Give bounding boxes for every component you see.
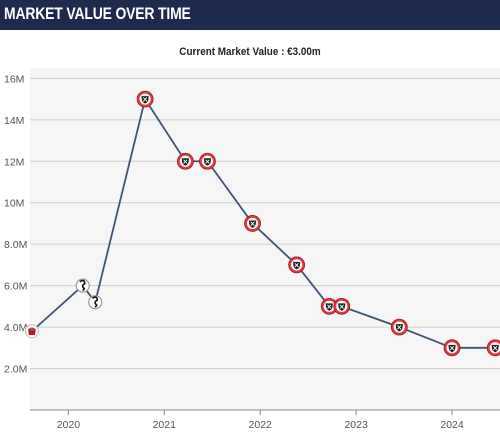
sheffield-united-crest-icon[interactable] — [199, 152, 216, 170]
grid-lines — [30, 77, 500, 370]
chart-subtitle: Current Market Value : €3.00m — [179, 46, 321, 58]
sheffield-united-crest-icon[interactable] — [443, 339, 461, 357]
x-tick-label: 2024 — [440, 419, 464, 431]
sheffield-united-crest-icon[interactable] — [244, 215, 261, 232]
y-tick-label: 10M — [4, 198, 24, 210]
y-tick-label: 4.0M — [4, 322, 27, 334]
sheffield-united-crest-icon[interactable] — [320, 297, 338, 315]
y-tick-label: 12M — [4, 156, 24, 168]
sheffield-united-crest-icon[interactable] — [390, 318, 408, 336]
x-tick-label: 2021 — [153, 419, 177, 431]
y-tick-label: 6.0M — [4, 281, 27, 293]
y-tick-label: 2.0M — [4, 364, 27, 376]
sheffield-united-crest-icon[interactable] — [136, 90, 154, 108]
sheffield-united-crest-icon[interactable] — [486, 339, 500, 357]
sheffield-united-crest-icon[interactable] — [333, 297, 351, 315]
swansea-crest-icon[interactable] — [88, 295, 103, 310]
x-tick-label: 2022 — [249, 419, 273, 431]
y-tick-label: 16M — [4, 73, 24, 85]
plot-area — [30, 68, 500, 410]
y-axis: 2.0M 4.0M 6.0M 8.0M 10M 12M 14M 16M — [4, 73, 27, 375]
x-tick-label: 2020 — [57, 419, 81, 431]
sheffield-united-crest-icon[interactable] — [288, 256, 306, 274]
y-tick-label: 8.0M — [4, 239, 27, 251]
swansea-crest-icon[interactable] — [75, 278, 90, 293]
x-tick-label: 2023 — [344, 419, 368, 431]
header-bar: MARKET VALUE OVER TIME — [0, 0, 500, 30]
liverpool-crest-icon[interactable] — [24, 324, 39, 339]
data-markers — [24, 90, 500, 357]
page-title: MARKET VALUE OVER TIME — [4, 4, 191, 23]
sheffield-united-crest-icon[interactable] — [176, 152, 194, 170]
x-axis: 2020 2021 2022 2023 2024 — [30, 409, 500, 431]
y-tick-label: 14M — [4, 115, 24, 127]
